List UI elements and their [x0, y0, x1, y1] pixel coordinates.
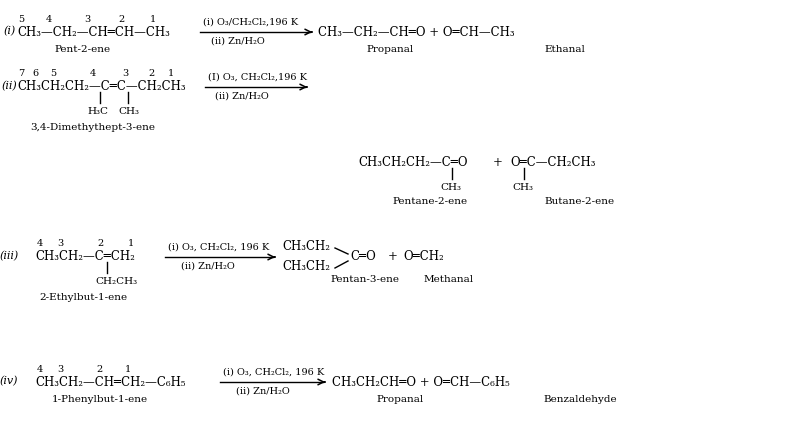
Text: Propanal: Propanal: [376, 395, 424, 404]
Text: CH₃—CH₂—CH═O + O═CH—CH₃: CH₃—CH₂—CH═O + O═CH—CH₃: [318, 25, 514, 38]
Text: O═CH₂: O═CH₂: [403, 250, 444, 263]
Text: 3,4-Dimethythept-3-ene: 3,4-Dimethythept-3-ene: [30, 122, 156, 131]
Text: CH₃—CH₂—CH═CH—CH₃: CH₃—CH₂—CH═CH—CH₃: [17, 25, 170, 38]
Text: (i): (i): [3, 26, 15, 36]
Text: CH₃: CH₃: [118, 106, 139, 115]
Text: (i) O₃/CH₂Cl₂,196 K: (i) O₃/CH₂Cl₂,196 K: [203, 17, 298, 26]
Text: 5: 5: [50, 69, 56, 79]
Text: H₃C: H₃C: [87, 106, 108, 115]
Text: +: +: [388, 250, 398, 263]
Text: 4: 4: [90, 69, 96, 79]
Text: 4: 4: [37, 364, 43, 374]
Text: 3: 3: [57, 240, 64, 249]
Text: 2: 2: [96, 364, 103, 374]
Text: Pentane-2-ene: Pentane-2-ene: [393, 198, 467, 207]
Text: 1: 1: [128, 240, 134, 249]
Text: Propanal: Propanal: [366, 45, 413, 54]
Text: +: +: [493, 156, 503, 169]
Text: CH₃CH₂: CH₃CH₂: [282, 261, 330, 274]
Text: CH₂CH₃: CH₂CH₃: [95, 278, 137, 287]
Text: CH₃: CH₃: [512, 182, 533, 191]
Text: 4: 4: [46, 14, 52, 24]
Text: 2: 2: [118, 14, 124, 24]
Text: 1: 1: [168, 69, 174, 79]
Text: CH₃CH₂: CH₃CH₂: [282, 240, 330, 253]
Text: (i) O₃, CH₂Cl₂, 196 K: (i) O₃, CH₂Cl₂, 196 K: [223, 367, 324, 376]
Text: 3: 3: [84, 14, 91, 24]
Text: 6: 6: [32, 69, 38, 79]
Text: 3: 3: [57, 364, 64, 374]
Text: (ii) Zn/H₂O: (ii) Zn/H₂O: [215, 92, 269, 101]
Text: O═C—CH₂CH₃: O═C—CH₂CH₃: [510, 156, 595, 169]
Text: 5: 5: [18, 14, 24, 24]
Text: (I) O₃, CH₂Cl₂,196 K: (I) O₃, CH₂Cl₂,196 K: [208, 72, 307, 81]
Text: Methanal: Methanal: [424, 274, 474, 283]
Text: 1-Phenylbut-1-ene: 1-Phenylbut-1-ene: [52, 395, 148, 404]
Text: (ii) Zn/H₂O: (ii) Zn/H₂O: [236, 387, 289, 396]
Text: (ii): (ii): [1, 81, 17, 91]
Text: CH₃CH₂CH₂—C═C—CH₂CH₃: CH₃CH₂CH₂—C═C—CH₂CH₃: [17, 80, 185, 93]
Text: Benzaldehyde: Benzaldehyde: [543, 395, 617, 404]
Text: Butane-2-ene: Butane-2-ene: [545, 198, 615, 207]
Text: 4: 4: [37, 240, 43, 249]
Text: CH₃CH₂CH═O + O═CH—C₆H₅: CH₃CH₂CH═O + O═CH—C₆H₅: [332, 375, 510, 388]
Text: Pent-2-ene: Pent-2-ene: [55, 45, 111, 54]
Text: CH₃CH₂—CH═CH₂—C₆H₅: CH₃CH₂—CH═CH₂—C₆H₅: [35, 375, 185, 388]
Text: (iv): (iv): [0, 376, 18, 386]
Text: CH₃: CH₃: [440, 182, 461, 191]
Text: CH₃CH₂—C═CH₂: CH₃CH₂—C═CH₂: [35, 250, 135, 263]
Text: Ethanal: Ethanal: [545, 45, 585, 54]
Text: (iii): (iii): [0, 251, 19, 261]
Text: 1: 1: [125, 364, 131, 374]
Text: Pentan-3-ene: Pentan-3-ene: [331, 274, 400, 283]
Text: C═O: C═O: [350, 250, 376, 263]
Text: (ii) Zn/H₂O: (ii) Zn/H₂O: [181, 261, 235, 270]
Text: 3: 3: [122, 69, 128, 79]
Text: (i) O₃, CH₂Cl₂, 196 K: (i) O₃, CH₂Cl₂, 196 K: [168, 243, 270, 252]
Text: 2: 2: [97, 240, 103, 249]
Text: 1: 1: [150, 14, 157, 24]
Text: 2: 2: [148, 69, 154, 79]
Text: CH₃CH₂CH₂—C═O: CH₃CH₂CH₂—C═O: [358, 156, 467, 169]
Text: 7: 7: [18, 69, 25, 79]
Text: 2-Ethylbut-1-ene: 2-Ethylbut-1-ene: [39, 294, 127, 303]
Text: (ii) Zn/H₂O: (ii) Zn/H₂O: [211, 37, 265, 46]
